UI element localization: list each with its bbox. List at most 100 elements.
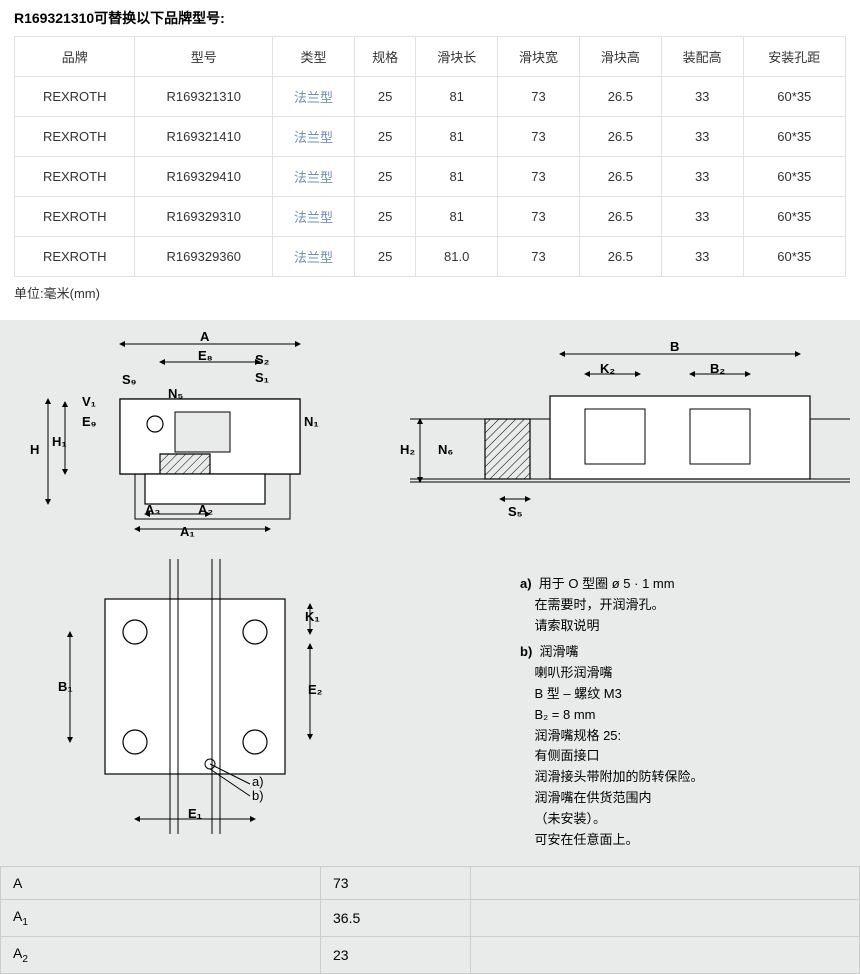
dim-row: A73 [1, 867, 860, 900]
table-row: REXROTHR169329310法兰型25817326.53360*35 [15, 197, 846, 237]
table-cell: 60*35 [743, 117, 845, 157]
label-A2: A₂ [198, 502, 213, 517]
dim-empty [471, 867, 860, 900]
diagram-top-view: K₁ B₁ E₂ E₁ a) b) [10, 544, 350, 844]
label-N1: N₁ [304, 414, 319, 429]
table-cell: 73 [498, 117, 580, 157]
table-cell: R169321310 [135, 77, 273, 117]
table-cell: 33 [661, 157, 743, 197]
table-cell: 81 [416, 77, 498, 117]
label-E2: E₂ [308, 682, 322, 697]
label-S5: S₅ [508, 504, 523, 519]
note-b-3: B 型 – 螺纹 M3 [534, 686, 621, 701]
dim-empty [471, 937, 860, 974]
diagram-side-view: B K₂ B₂ H₂ N₆ S₅ [390, 324, 850, 544]
note-b-5: 润滑嘴规格 25: [534, 728, 621, 743]
label-E1: E₁ [188, 806, 202, 821]
label-S9: S₉ [122, 372, 137, 387]
table-cell: R169329410 [135, 157, 273, 197]
label-a: a) [252, 774, 264, 789]
col-width: 滑块宽 [498, 37, 580, 77]
table-cell: 60*35 [743, 197, 845, 237]
col-height: 滑块高 [579, 37, 661, 77]
note-b-label: b) [520, 644, 532, 659]
label-B2: B₂ [710, 361, 725, 376]
label-V1: V₁ [82, 394, 96, 409]
dim-label: A2 [1, 937, 321, 974]
dim-row: A136.5 [1, 900, 860, 937]
dim-value: 23 [321, 937, 471, 974]
table-cell: R169329310 [135, 197, 273, 237]
table-cell: 25 [354, 157, 415, 197]
label-E8: E₈ [198, 348, 213, 363]
diagram-front-view: A E₈ S₂ S₁ S₉ N₅ V₁ E₉ H H₁ N₁ A₃ A₂ A₁ [10, 324, 330, 544]
unit-label: 单位:毫米(mm) [14, 283, 846, 302]
diagram-area: A E₈ S₂ S₁ S₉ N₅ V₁ E₉ H H₁ N₁ A₃ A₂ A₁ [0, 320, 860, 866]
table-cell: REXROTH [15, 157, 135, 197]
table-cell: 81 [416, 157, 498, 197]
note-b-1: 润滑嘴 [540, 644, 579, 659]
table-cell: 26.5 [579, 197, 661, 237]
table-cell: 81.0 [416, 237, 498, 277]
label-A: A [200, 329, 209, 344]
table-cell: 26.5 [579, 157, 661, 197]
note-a-label: a) [520, 576, 532, 591]
col-model: 型号 [135, 37, 273, 77]
table-cell: REXROTH [15, 117, 135, 157]
page-title: R169321310可替换以下品牌型号: [14, 8, 846, 28]
col-len: 滑块长 [416, 37, 498, 77]
col-brand: 品牌 [15, 37, 135, 77]
table-cell: 73 [498, 77, 580, 117]
note-a: a) 用于 O 型圈 ø 5 · 1 mm 在需要时，开润滑孔。 请索取说明 [520, 574, 830, 636]
table-row: REXROTHR169321310法兰型25817326.53360*35 [15, 77, 846, 117]
notes-block: a) 用于 O 型圈 ø 5 · 1 mm 在需要时，开润滑孔。 请索取说明 b… [520, 544, 850, 860]
table-cell: REXROTH [15, 237, 135, 277]
col-assy: 装配高 [661, 37, 743, 77]
note-b-9: （未安装）。 [534, 811, 606, 826]
table-cell: 26.5 [579, 77, 661, 117]
note-b-10: 可安在任意面上。 [534, 832, 638, 847]
table-cell: 法兰型 [273, 157, 355, 197]
top-view-svg [10, 544, 350, 844]
table-cell: 法兰型 [273, 237, 355, 277]
table-cell: 25 [354, 237, 415, 277]
label-S2: S₂ [255, 352, 269, 367]
table-cell: 25 [354, 197, 415, 237]
note-b: b) 润滑嘴 喇叭形润滑嘴 B 型 – 螺纹 M3 B₂ = 8 mm 润滑嘴规… [520, 642, 830, 850]
dim-value: 73 [321, 867, 471, 900]
col-hole: 安装孔距 [743, 37, 845, 77]
note-b-2: 喇叭形润滑嘴 [534, 665, 612, 680]
table-cell: 25 [354, 117, 415, 157]
label-A1: A₁ [180, 524, 195, 539]
dim-label: A [1, 867, 321, 900]
table-cell: 法兰型 [273, 77, 355, 117]
table-cell: 60*35 [743, 237, 845, 277]
spec-table: 品牌 型号 类型 规格 滑块长 滑块宽 滑块高 装配高 安装孔距 REXROTH… [14, 36, 846, 277]
table-row: REXROTHR169329410法兰型25817326.53360*35 [15, 157, 846, 197]
table-cell: R169329360 [135, 237, 273, 277]
note-b-4: B₂ = 8 mm [534, 707, 595, 722]
note-b-6: 有侧面接口 [534, 748, 599, 763]
table-cell: 33 [661, 77, 743, 117]
table-cell: 33 [661, 117, 743, 157]
label-N6: N₆ [438, 442, 453, 457]
dim-row: A223 [1, 937, 860, 974]
col-spec: 规格 [354, 37, 415, 77]
label-H1: H₁ [52, 434, 67, 449]
dim-value: 36.5 [321, 900, 471, 937]
label-K2: K₂ [600, 361, 615, 376]
note-b-8: 润滑嘴在供货范围内 [534, 790, 651, 805]
col-type: 类型 [273, 37, 355, 77]
label-H: H [30, 442, 39, 457]
table-cell: R169321410 [135, 117, 273, 157]
table-cell: 33 [661, 197, 743, 237]
note-b-7: 润滑接头带附加的防转保险。 [534, 769, 703, 784]
label-K1: K₁ [305, 609, 320, 624]
table-cell: 法兰型 [273, 117, 355, 157]
table-cell: 25 [354, 77, 415, 117]
label-A3: A₃ [145, 502, 160, 517]
table-cell: 60*35 [743, 157, 845, 197]
table-row: REXROTHR169329360法兰型2581.07326.53360*35 [15, 237, 846, 277]
table-cell: 60*35 [743, 77, 845, 117]
table-cell: REXROTH [15, 77, 135, 117]
